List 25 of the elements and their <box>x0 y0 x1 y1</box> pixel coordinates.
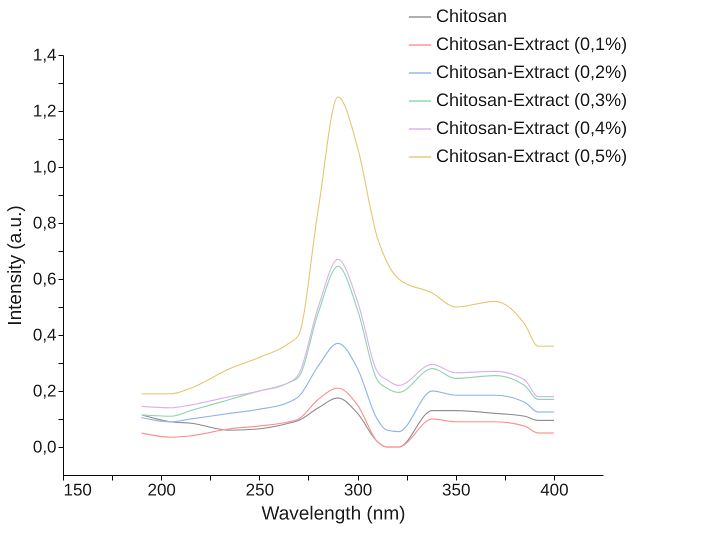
legend-label: Chitosan-Extract (0,4%) <box>436 118 628 138</box>
y-tick-label: 0,6 <box>32 270 56 288</box>
x-tick-label: 400 <box>540 480 569 500</box>
legend-label: Chitosan <box>436 6 508 26</box>
x-tick-label: 300 <box>344 480 372 500</box>
y-tick-label: 0,8 <box>32 214 56 232</box>
y-tick-label: 1,4 <box>32 46 56 64</box>
legend-label: Chitosan-Extract (0,1%) <box>436 34 628 54</box>
legend-label: Chitosan-Extract (0,5%) <box>436 146 628 166</box>
legend-label: Chitosan-Extract (0,2%) <box>436 62 628 82</box>
legend-label: Chitosan-Extract (0,3%) <box>436 90 628 110</box>
line-series <box>140 342 555 432</box>
line-series <box>140 397 555 448</box>
x-tick-label: 200 <box>147 480 176 500</box>
y-tick-label: 1,0 <box>32 158 56 176</box>
x-axis-title: Wavelength (nm) <box>262 504 406 524</box>
line-series <box>140 388 555 448</box>
y-tick-label: 1,2 <box>32 102 56 120</box>
y-tick-label: 0,0 <box>32 438 56 456</box>
y-axis-title: Intensity (a.u.) <box>4 205 26 326</box>
y-tick-label: 0,4 <box>32 326 56 344</box>
x-tick-label: 250 <box>246 480 274 500</box>
x-tick-label: 150 <box>64 480 92 500</box>
x-tick-label: 350 <box>442 480 470 500</box>
y-tick-label: 0,2 <box>32 382 56 400</box>
